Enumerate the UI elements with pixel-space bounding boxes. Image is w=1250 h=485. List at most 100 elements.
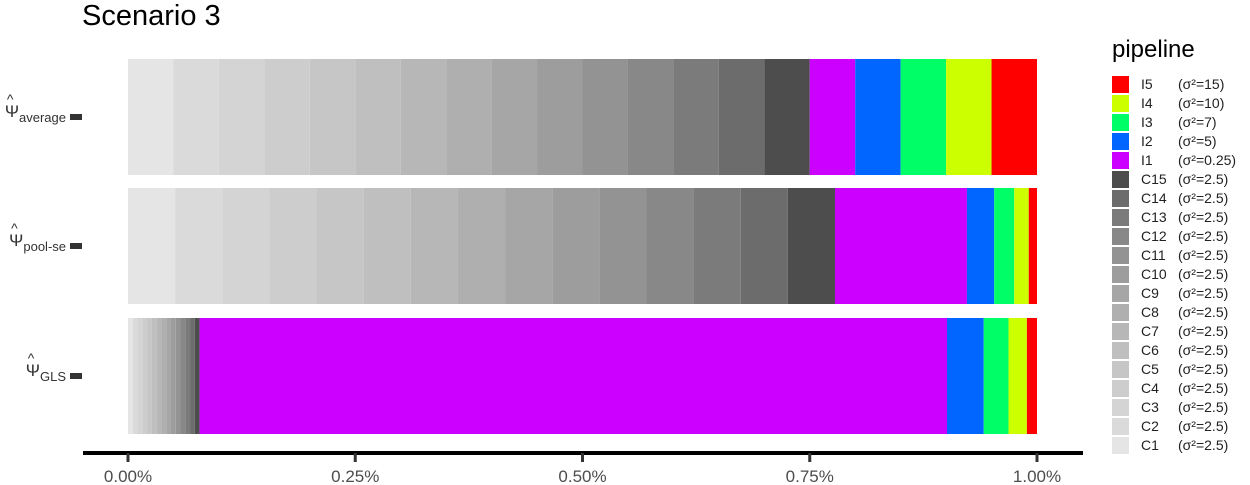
bar-segment-c11-row-3 [175, 318, 181, 434]
legend-swatch [1112, 171, 1129, 188]
legend-swatch [1112, 190, 1129, 207]
legend-label: C13 [1141, 209, 1167, 225]
legend-sigma-label: (σ²=2.5) [1178, 304, 1229, 320]
x-tick-label: 0.75% [786, 467, 834, 485]
bar-segment-c1-row-1 [128, 59, 174, 175]
y-tick-mark [70, 243, 82, 249]
bar-segment-c6-row-1 [355, 59, 401, 175]
legend-swatch [1112, 76, 1129, 93]
legend-label: C10 [1141, 266, 1167, 282]
legend-title: pipeline [1112, 36, 1195, 63]
bar-segment-c7-row-1 [400, 59, 447, 175]
legend-label: C12 [1141, 228, 1167, 244]
bar-segment-c10-row-2 [552, 188, 600, 304]
bar-segment-c2-row-3 [132, 318, 138, 434]
y-tick-mark [70, 373, 82, 379]
legend-swatch [1112, 285, 1129, 302]
bar-segment-c13-row-1 [673, 59, 719, 175]
legend-sigma-label: (σ²=2.5) [1178, 171, 1229, 187]
y-tick-mark [70, 114, 82, 120]
bar-segment-c1-row-2 [128, 188, 176, 304]
legend-sigma-label: (σ²=0.25) [1178, 152, 1237, 168]
x-tick-label: 0.25% [331, 467, 379, 485]
bar-segment-i1-row-3 [199, 318, 948, 434]
legend-label: I5 [1141, 76, 1153, 92]
legend-label: C7 [1141, 323, 1159, 339]
legend-label: C1 [1141, 437, 1159, 453]
x-tick-label: 0.50% [558, 467, 606, 485]
legend-swatch [1112, 95, 1129, 112]
bar-segment-c3-row-1 [218, 59, 265, 175]
bar-segment-c10-row-1 [537, 59, 583, 175]
bar-segment-c5-row-3 [147, 318, 152, 434]
legend-sigma-label: (σ²=7) [1178, 114, 1217, 130]
bar-segment-c3-row-2 [222, 188, 270, 304]
legend-sigma-label: (σ²=2.5) [1178, 323, 1229, 339]
bar-segment-c5-row-1 [309, 59, 356, 175]
bar-segment-c15-row-1 [764, 59, 810, 175]
bar-segment-c11-row-1 [582, 59, 628, 175]
y-tick-layer [70, 114, 82, 379]
y-tick-label-symbol: Ψ [5, 91, 19, 122]
legend-label: C14 [1141, 190, 1167, 206]
legend-swatch [1112, 228, 1129, 245]
legend-sigma-label: (σ²=2.5) [1178, 285, 1229, 301]
legend-swatch [1112, 437, 1129, 454]
legend-sigma-label: (σ²=5) [1178, 133, 1217, 149]
bar-segment-c1-row-3 [128, 318, 133, 434]
bar-segment-c2-row-1 [173, 59, 219, 175]
legend-sigma-label: (σ²=2.5) [1178, 228, 1229, 244]
bar-segment-c7-row-2 [410, 188, 458, 304]
legend-swatch [1112, 361, 1129, 378]
legend-label: I3 [1141, 114, 1153, 130]
bar-segment-c9-row-1 [491, 59, 538, 175]
legend-sigma-label: (σ²=2.5) [1178, 361, 1229, 377]
legend-label: C11 [1141, 247, 1166, 263]
bar-segment-c14-row-1 [718, 59, 765, 175]
legend-swatch [1112, 323, 1129, 340]
bar-segment-c9-row-2 [505, 188, 553, 304]
bar-segment-i4-row-1 [946, 59, 992, 175]
bar-segment-c9-row-3 [166, 318, 171, 434]
bar-segment-c4-row-1 [264, 59, 310, 175]
x-axis: 0.00% 0.25% 0.50% 0.75% 1.00% [83, 451, 1083, 485]
bar-segment-i3-row-1 [900, 59, 947, 175]
bar-segment-i2-row-2 [966, 188, 995, 304]
bar-segment-i1-row-1 [809, 59, 856, 175]
bar-segment-i4-row-2 [1014, 188, 1029, 304]
bar-segment-c15-row-2 [787, 188, 835, 304]
legend-sigma-label: (σ²=2.5) [1178, 380, 1229, 396]
legend-sigma-label: (σ²=2.5) [1178, 266, 1229, 282]
bar-segment-i2-row-1 [855, 59, 901, 175]
y-tick-label-subscript: pool-se [23, 239, 66, 254]
legend-label: I1 [1141, 152, 1153, 168]
x-tick-label: 1.00% [1013, 467, 1061, 485]
legend-label: C5 [1141, 361, 1159, 377]
legend-sigma-label: (σ²=2.5) [1178, 247, 1229, 263]
y-tick-label-symbol: Ψ [9, 220, 23, 251]
y-tick-label: Ψpool-se [0, 220, 66, 254]
y-tick-label: Ψaverage [0, 91, 66, 125]
legend-swatch [1112, 399, 1129, 416]
legend-label: I4 [1141, 95, 1153, 111]
bar-segment-i5-row-1 [991, 59, 1037, 175]
bar-segment-c3-row-3 [137, 318, 143, 434]
legend-sigma-label: (σ²=15) [1178, 76, 1225, 92]
bar-segment-i3-row-2 [994, 188, 1015, 304]
legend-swatch [1112, 342, 1129, 359]
bar-segment-i5-row-3 [1026, 318, 1037, 434]
bar-segment-i5-row-2 [1028, 188, 1037, 304]
legend-swatch [1112, 114, 1129, 131]
y-tick-label: ΨGLS [0, 350, 66, 384]
bar-segment-c13-row-3 [185, 318, 191, 434]
x-tick-label: 0.00% [104, 467, 152, 485]
legend-label: C2 [1141, 418, 1159, 434]
bar-segment-c8-row-1 [446, 59, 492, 175]
y-tick-label-symbol: Ψ [26, 350, 40, 381]
bar-segment-c12-row-3 [180, 318, 186, 434]
bar-segment-i1-row-2 [835, 188, 967, 304]
bar-segment-c12-row-2 [646, 188, 694, 304]
bar-segment-c12-row-1 [627, 59, 674, 175]
legend-label: I2 [1141, 133, 1153, 149]
